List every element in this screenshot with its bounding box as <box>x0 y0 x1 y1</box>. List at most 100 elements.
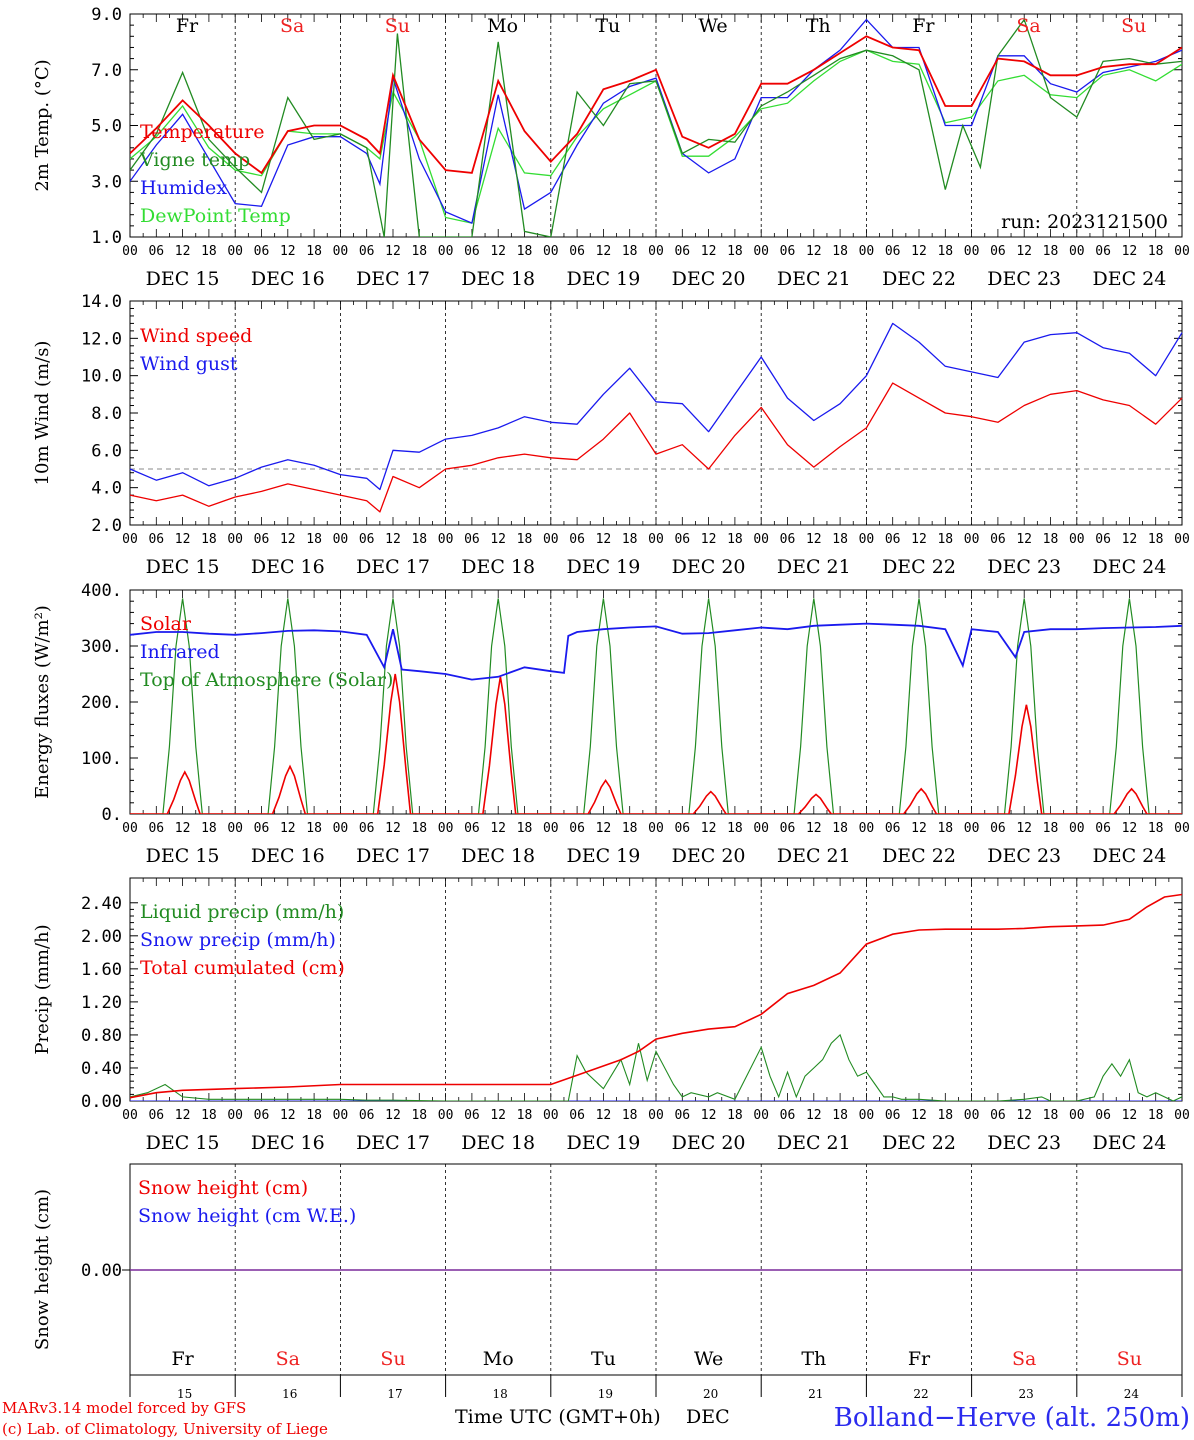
hour-tick-label: 18 <box>411 1108 427 1123</box>
legend-p1-0: Temperature <box>140 121 264 143</box>
series-infrared <box>130 622 1182 681</box>
date-label-16: DEC 16 <box>251 556 325 578</box>
hour-tick-label: 18 <box>1148 532 1164 547</box>
day-abbr-bottom-23: Sa <box>1012 1348 1036 1370</box>
day-abbr-bottom-22: Fr <box>908 1348 931 1370</box>
legend-p3-2: Top of Atmosphere (Solar) <box>140 669 393 691</box>
hour-tick-label: 12 <box>280 821 296 836</box>
hour-tick-label: 00 <box>753 532 769 547</box>
date-label-21: DEC 21 <box>777 268 851 290</box>
precip-series-group <box>130 893 1182 1101</box>
month-label: DEC <box>686 1406 730 1428</box>
day-number-15: 15 <box>177 1387 192 1401</box>
hour-tick-label: 18 <box>517 821 533 836</box>
hour-tick-label: 18 <box>306 244 322 259</box>
legend-p4-2: Total cumulated (cm) <box>140 957 345 979</box>
date-label-24: DEC 24 <box>1092 268 1166 290</box>
day-abbr-top-19: Tu <box>595 15 620 37</box>
hour-tick-label: 18 <box>1043 244 1059 259</box>
hour-tick-label: 00 <box>227 244 243 259</box>
hour-tick-label: 12 <box>1016 532 1032 547</box>
hour-tick-label: 00 <box>543 1108 559 1123</box>
hour-tick-label: 00 <box>438 821 454 836</box>
date-label-19: DEC 19 <box>566 556 640 578</box>
hour-tick-label: 12 <box>596 1108 612 1123</box>
hour-tick-label: 06 <box>464 821 480 836</box>
series-top-of-atmosphere <box>130 598 1182 814</box>
date-label-20: DEC 20 <box>672 1132 746 1154</box>
hour-tick-label: 12 <box>1016 821 1032 836</box>
hour-tick-label: 18 <box>622 821 638 836</box>
hour-tick-label: 18 <box>832 532 848 547</box>
hour-tick-label: 12 <box>596 532 612 547</box>
legend-p5-1: Snow height (cm W.E.) <box>138 1205 356 1227</box>
y-tick-label-p2-1: 4.0 <box>91 479 122 499</box>
hour-tick-label: 00 <box>1174 821 1190 836</box>
series-solar <box>130 673 1182 814</box>
hour-tick-label: 18 <box>517 532 533 547</box>
y-axis-label-p2: 10m Wind (m/s) <box>32 341 53 486</box>
y-tick-label-p2-4: 10.0 <box>81 367 122 387</box>
day-abbr-bottom-15: Fr <box>171 1348 194 1370</box>
hour-tick-label: 18 <box>411 821 427 836</box>
hour-tick-label: 06 <box>359 244 375 259</box>
y-tick-label-p3-2: 200. <box>81 693 122 713</box>
hour-tick-label: 18 <box>937 244 953 259</box>
y-tick-label-p4-4: 1.60 <box>81 960 122 980</box>
hour-tick-label: 12 <box>1122 1108 1138 1123</box>
hour-tick-label: 00 <box>543 532 559 547</box>
hour-tick-label: 12 <box>1016 1108 1032 1123</box>
date-label-23: DEC 23 <box>987 556 1061 578</box>
hour-tick-label: 06 <box>1095 1108 1111 1123</box>
hour-tick-label: 18 <box>727 1108 743 1123</box>
hour-tick-label: 00 <box>1069 532 1085 547</box>
day-abbr-top-21: Th <box>806 15 831 37</box>
date-label-21: DEC 21 <box>777 1132 851 1154</box>
hour-tick-label: 18 <box>306 532 322 547</box>
y-tick-label-p4-2: 0.80 <box>81 1026 122 1046</box>
hour-tick-label: 12 <box>701 244 717 259</box>
hour-tick-label: 18 <box>1148 244 1164 259</box>
panel-2-frame <box>129 300 1183 526</box>
hour-tick-label: 00 <box>1069 1108 1085 1123</box>
hour-tick-label: 00 <box>753 244 769 259</box>
hour-tick-label: 06 <box>464 532 480 547</box>
series-wind-gust <box>129 322 1183 491</box>
hour-tick-label: 18 <box>727 244 743 259</box>
hour-tick-label: 18 <box>622 244 638 259</box>
date-label-16: DEC 16 <box>251 268 325 290</box>
hour-tick-label: 00 <box>333 1108 349 1123</box>
hour-tick-label: 12 <box>806 532 822 547</box>
hour-tick-label: 12 <box>1122 244 1138 259</box>
date-label-16: DEC 16 <box>251 1132 325 1154</box>
hour-tick-label: 06 <box>1095 532 1111 547</box>
hour-tick-label: 18 <box>411 244 427 259</box>
hour-tick-label: 00 <box>964 244 980 259</box>
hour-tick-label: 18 <box>1148 1108 1164 1123</box>
hour-tick-label: 18 <box>201 1108 217 1123</box>
hour-tick-label: 06 <box>990 532 1006 547</box>
y-axis-label-p5: Snow height (cm) <box>32 1189 53 1350</box>
run-label: run: 2023121500 <box>1001 211 1168 233</box>
hour-tick-label: 00 <box>648 1108 664 1123</box>
date-label-16: DEC 16 <box>251 845 325 867</box>
day-number-23: 23 <box>1019 1387 1034 1401</box>
hour-tick-label: 06 <box>254 821 270 836</box>
hour-tick-label: 00 <box>438 532 454 547</box>
y-tick-label-p2-6: 14.0 <box>81 292 122 312</box>
hour-tick-label: 00 <box>1174 532 1190 547</box>
date-label-19: DEC 19 <box>566 268 640 290</box>
hour-tick-label: 18 <box>201 821 217 836</box>
day-abbr-top-15: Fr <box>176 15 199 37</box>
day-abbr-bottom-18: Mo <box>483 1348 514 1370</box>
hour-tick-label: 00 <box>964 821 980 836</box>
day-number-24: 24 <box>1124 1387 1140 1401</box>
hour-tick-label: 18 <box>937 821 953 836</box>
day-abbr-top-23: Sa <box>1016 15 1040 37</box>
date-label-20: DEC 20 <box>672 556 746 578</box>
hour-tick-label: 00 <box>753 1108 769 1123</box>
day-abbr-bottom-19: Tu <box>591 1348 616 1370</box>
hour-tick-label: 12 <box>1122 532 1138 547</box>
hour-tick-label: 00 <box>438 1108 454 1123</box>
date-label-18: DEC 18 <box>461 556 535 578</box>
